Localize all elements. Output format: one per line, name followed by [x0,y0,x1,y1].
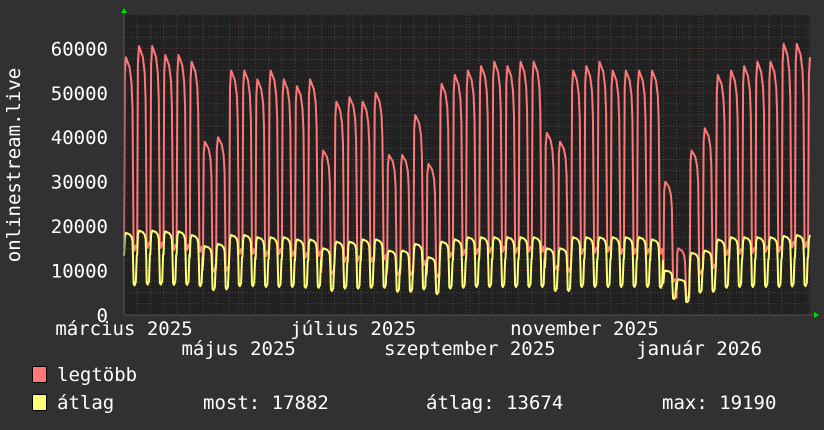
y-tick-label: 30000 [51,172,108,194]
y-tick-label: 20000 [51,216,108,238]
x-tick-label: július 2025 [290,318,416,340]
y-tick-label: 60000 [51,38,108,60]
y-tick-label: 10000 [51,261,108,283]
legend-swatch-atlag [32,394,47,411]
x-tick-label: május 2025 [181,338,295,360]
x-tick-label: március 2025 [55,318,192,340]
x-axis-arrow-icon [814,312,819,318]
y-tick-label: 50000 [51,83,108,105]
legend-label: átlag [57,392,115,414]
y-tick-label: 0 [97,305,108,327]
legend-swatch-legtobb [32,366,47,383]
legend-item-atlag: átlag [32,392,114,414]
stat-most: most: 17882 [203,392,329,414]
x-tick-label: szeptember 2025 [384,338,556,360]
x-tick-label: január 2026 [636,338,762,360]
y-tick-label: 40000 [51,127,108,149]
legend-item-legtobb: legtöbb [32,364,137,386]
x-tick-label: november 2025 [510,318,659,340]
series-line-atlag [123,229,811,304]
stat-max: max: 19190 [662,392,777,414]
y-axis-label: onlinestream.live [3,68,25,262]
legend-label: legtöbb [57,364,138,386]
y-axis-arrow-icon [121,8,127,13]
stat-atlag: átlag: 13674 [426,392,564,414]
chart: 0 10000 20000 30000 40000 50000 60000 március 2… [3,8,819,360]
series-line-legtobb [123,42,811,300]
